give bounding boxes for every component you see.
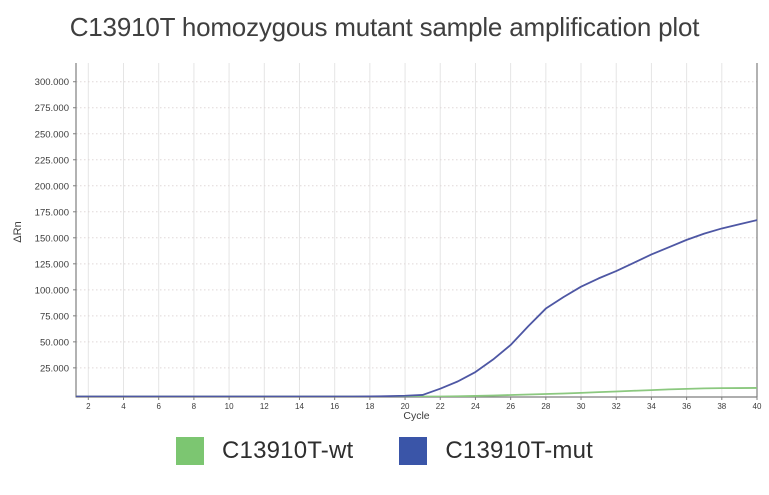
legend: C13910T-wt C13910T-mut bbox=[0, 437, 769, 465]
svg-text:34: 34 bbox=[647, 402, 656, 411]
svg-text:32: 32 bbox=[612, 402, 621, 411]
svg-text:300.000: 300.000 bbox=[35, 77, 69, 88]
svg-text:20: 20 bbox=[401, 402, 410, 411]
svg-text:10: 10 bbox=[225, 402, 234, 411]
page-title: C13910T homozygous mutant sample amplifi… bbox=[69, 12, 700, 42]
svg-text:6: 6 bbox=[156, 402, 161, 411]
svg-text:38: 38 bbox=[717, 402, 726, 411]
svg-text:36: 36 bbox=[682, 402, 691, 411]
plot-svg: 2 4 6 8 10 12 14 16 18 20 22 24 26 28 30 32 34 36 38 4025.0… bbox=[35, 63, 762, 411]
svg-text:24: 24 bbox=[471, 402, 480, 411]
wt-legend-label: C13910T-wt bbox=[221, 437, 354, 464]
svg-text:200.000: 200.000 bbox=[35, 181, 69, 192]
svg-text:26: 26 bbox=[506, 402, 515, 411]
svg-text:75.000: 75.000 bbox=[40, 311, 69, 322]
amplification-plot-figure: C13910T homozygous mutant sample amplifi… bbox=[0, 12, 769, 465]
svg-text:150.000: 150.000 bbox=[35, 233, 69, 244]
svg-text:100.000: 100.000 bbox=[35, 285, 69, 296]
svg-text:250.000: 250.000 bbox=[35, 129, 69, 140]
x-axis-label: Cycle bbox=[403, 410, 430, 422]
svg-text:225.000: 225.000 bbox=[35, 155, 69, 166]
legend-item-mut: C13910T-mut bbox=[399, 437, 593, 465]
legend-item-wt: C13910T-wt bbox=[175, 437, 354, 465]
svg-text:50.000: 50.000 bbox=[40, 337, 69, 348]
svg-text:22: 22 bbox=[436, 402, 445, 411]
svg-text:4: 4 bbox=[121, 402, 126, 411]
svg-text:28: 28 bbox=[541, 402, 550, 411]
svg-text:40: 40 bbox=[753, 402, 762, 411]
chart-area: ΔRn 2 4 6 8 10 12 14 16 18 20 22 24 26 28 30 32 34 36 38 40… bbox=[0, 55, 769, 430]
svg-text:25.000: 25.000 bbox=[40, 363, 69, 374]
svg-text:175.000: 175.000 bbox=[35, 207, 69, 218]
svg-text:8: 8 bbox=[192, 402, 197, 411]
svg-text:16: 16 bbox=[330, 402, 339, 411]
svg-text:18: 18 bbox=[365, 402, 374, 411]
svg-text:12: 12 bbox=[260, 402, 269, 411]
svg-text:14: 14 bbox=[295, 402, 304, 411]
mut-color-swatch bbox=[399, 437, 428, 465]
wt-color-swatch bbox=[175, 437, 204, 465]
svg-text:275.000: 275.000 bbox=[35, 103, 69, 114]
mut-legend-label: C13910T-mut bbox=[445, 437, 593, 464]
svg-text:2: 2 bbox=[86, 402, 91, 411]
svg-text:125.000: 125.000 bbox=[35, 259, 69, 270]
svg-text:30: 30 bbox=[577, 402, 586, 411]
